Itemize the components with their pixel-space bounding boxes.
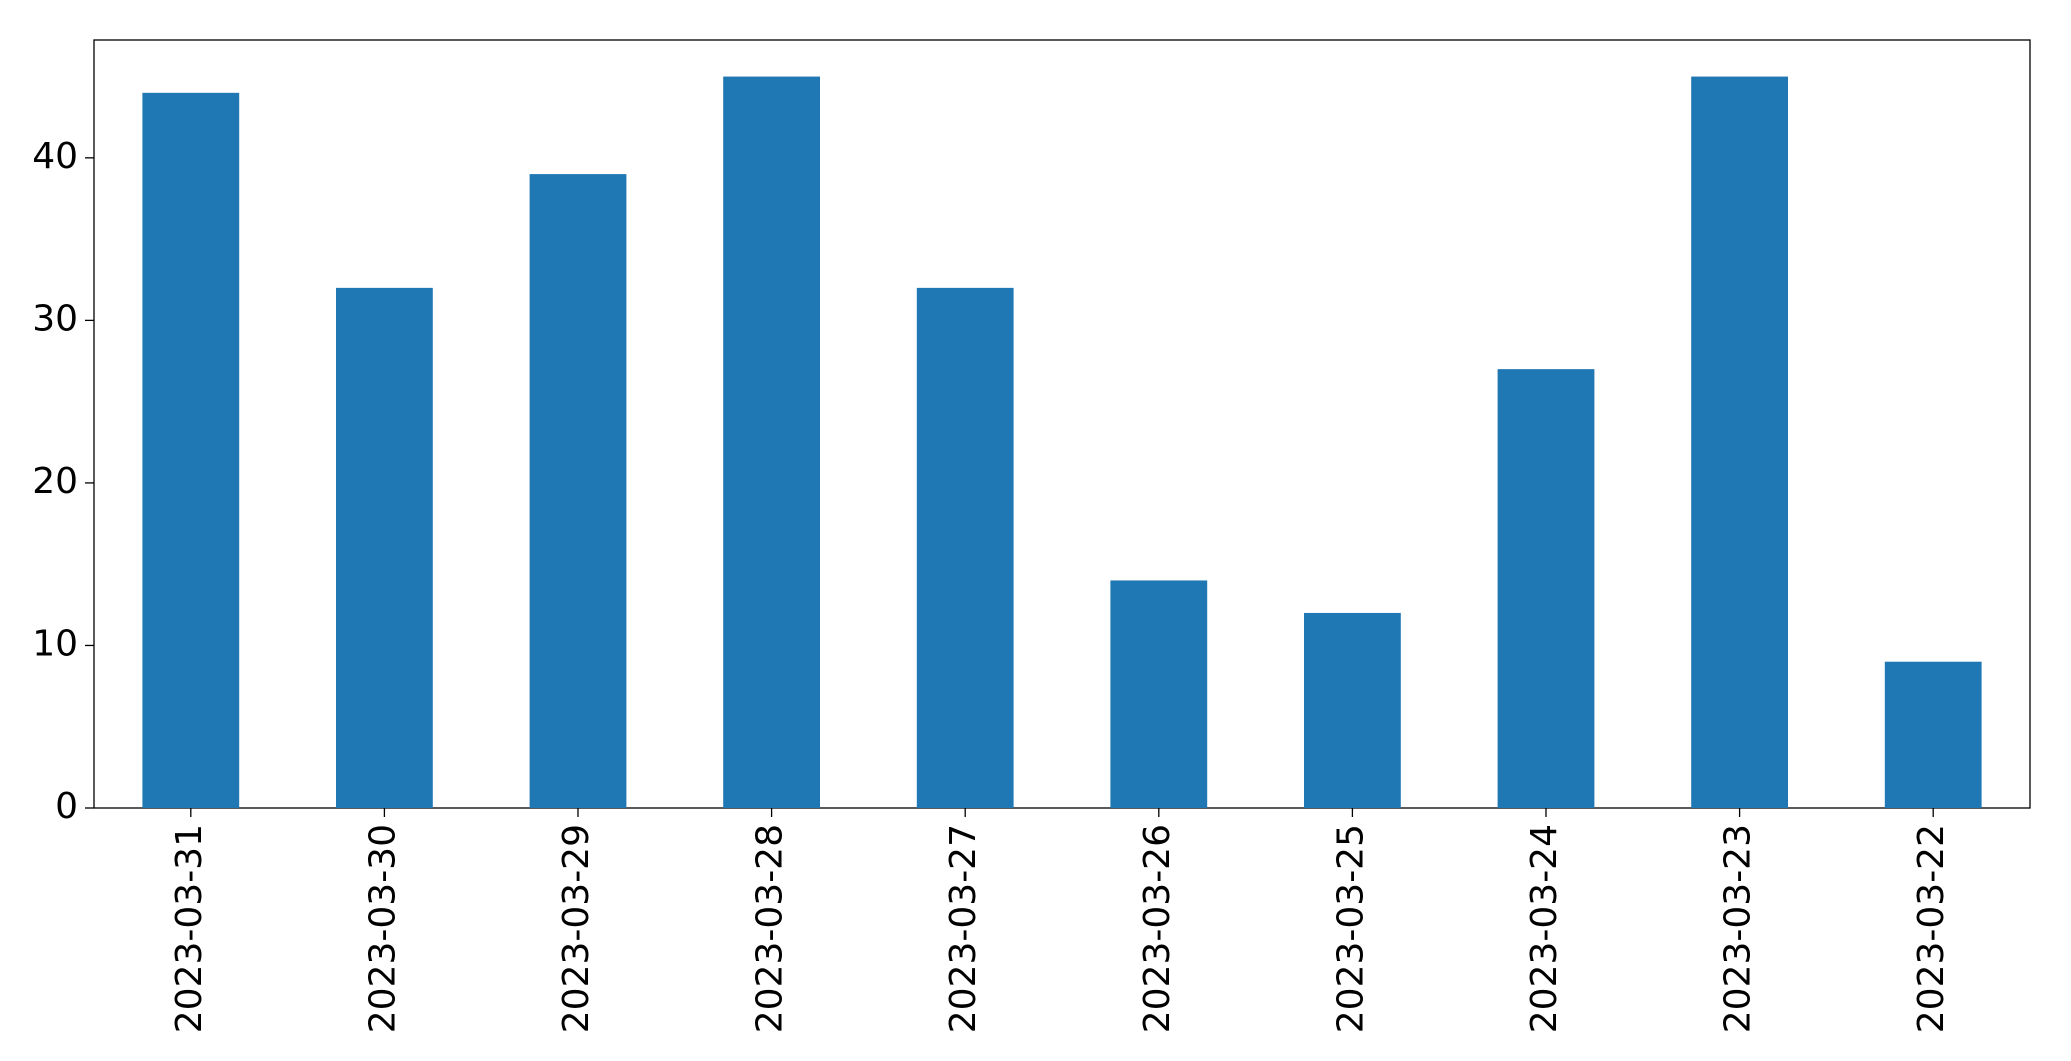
bar [142,92,240,809]
bar [1497,369,1595,808]
plot-frame [93,39,2031,809]
x-tick-label: 2023-03-29 [556,824,597,1033]
bar [336,287,433,808]
bar [1884,661,1982,808]
y-tick-label: 20 [32,461,78,502]
x-tick-label: 2023-03-26 [1137,824,1178,1033]
x-tick-label: 2023-03-31 [169,824,210,1033]
y-tick-label: 10 [32,623,78,664]
x-tick-label: 2023-03-27 [943,824,984,1033]
x-tick-label: 2023-03-30 [362,824,403,1033]
bar [916,287,1014,808]
x-tick-label: 2023-03-25 [1330,824,1371,1033]
x-tick-label: 2023-03-28 [750,824,791,1033]
y-tick-label: 0 [55,786,78,827]
bar [723,76,820,809]
bar [1110,580,1208,808]
bar [1304,612,1401,808]
x-tick-label: 2023-03-22 [1911,824,1952,1033]
y-tick-label: 40 [32,136,78,177]
x-tick-label: 2023-03-24 [1524,824,1565,1033]
y-tick-label: 30 [32,298,78,339]
bar [1691,76,1788,809]
x-tick-label: 2023-03-23 [1718,824,1759,1033]
bar [529,174,627,809]
